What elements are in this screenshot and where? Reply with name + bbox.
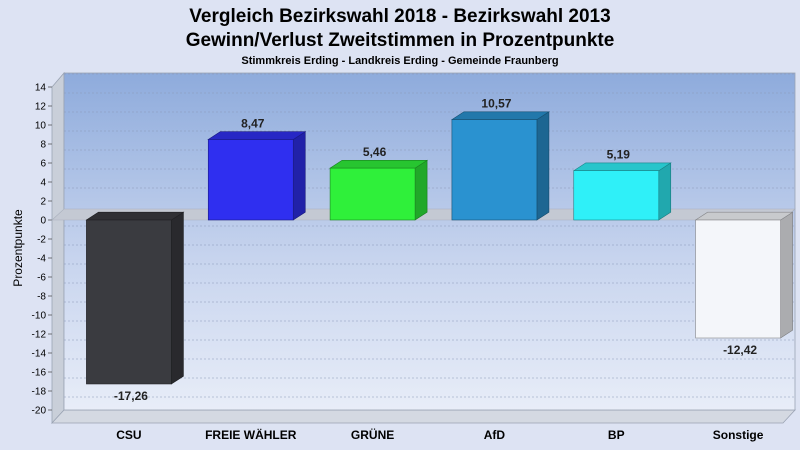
y-tick-label: 2 (40, 197, 46, 208)
y-tick-label: 12 (35, 102, 47, 113)
bar-value-label: 8,47 (241, 117, 265, 131)
y-tick-label: 4 (40, 178, 46, 189)
x-category-label: FREIE WÄHLER (205, 427, 297, 442)
bars-group: -17,26 8,47 5,46 10,57 5,19 -12,42 (85, 97, 794, 403)
x-axis-categories: CSU FREIE WÄHLER GRÜNE AfD BP Sonstige (116, 427, 764, 442)
y-axis-label: Prozentpunkte (11, 209, 25, 287)
bar-front (329, 167, 416, 221)
y-tick-label: -4 (37, 254, 46, 265)
bar-top (207, 131, 307, 140)
grid-lines (64, 73, 795, 398)
y-tick-label: -2 (37, 235, 46, 246)
bar-side (658, 162, 672, 221)
y-tick-label: -8 (37, 292, 46, 303)
bar-afd (450, 111, 550, 221)
y-axis-ticks: 14 12 10 8 6 4 2 0 -2 -4 -6 -8 -10 -12 -14 -16 -18 -20 (32, 83, 52, 417)
bar-front (573, 170, 660, 221)
bar-value-label: 10,57 (481, 97, 511, 111)
y-tick-label: 8 (40, 140, 46, 151)
chart-title: Vergleich Bezirkswahl 2018 - Bezirkswahl… (189, 6, 610, 27)
y-tick-label: -14 (32, 349, 47, 360)
bar-side (414, 159, 428, 221)
bar-front (451, 119, 538, 221)
bar-top (329, 160, 429, 169)
y-tick-label: -12 (32, 330, 47, 341)
y-tick-label: 10 (35, 121, 47, 132)
bar-value-label: -17,26 (114, 389, 148, 403)
bar-bp (572, 162, 672, 221)
chart-subtitle: Gewinn/Verlust Zweitstimmen in Prozentpu… (186, 30, 615, 51)
bar-top (85, 211, 185, 221)
bar-side (292, 131, 306, 221)
bar-front (207, 139, 294, 221)
y-tick-label: 14 (35, 83, 47, 94)
bar-side (536, 111, 550, 221)
y-tick-label: 0 (40, 216, 46, 227)
plot-side-wall (51, 71, 65, 425)
bar-top (572, 162, 672, 171)
x-category-label: AfD (484, 428, 506, 442)
bar-top (694, 211, 794, 221)
plot-floor (51, 409, 796, 424)
bar-side (780, 211, 793, 339)
y-tick-label: 6 (40, 159, 46, 170)
bar-value-label: -12,42 (723, 343, 757, 357)
bar-side (171, 211, 184, 385)
bar-sonstige (694, 211, 794, 339)
x-category-label: Sonstige (713, 428, 764, 442)
bar-front (86, 219, 172, 385)
y-tick-label: -16 (32, 368, 47, 379)
bar-value-label: 5,19 (607, 148, 631, 162)
x-category-label: BP (608, 428, 625, 442)
bar-grüne (329, 159, 429, 221)
x-category-label: GRÜNE (351, 427, 394, 442)
bar-freie-wähler (207, 131, 307, 221)
bar-value-label: 5,46 (363, 145, 387, 159)
y-tick-label: -6 (37, 273, 46, 284)
plot-background (63, 72, 796, 411)
y-tick-label: -18 (32, 387, 47, 398)
bar-csu (85, 211, 185, 385)
bar-front (695, 219, 781, 339)
chart-subsubtitle: Stimmkreis Erding - Landkreis Erding - G… (241, 55, 558, 67)
x-category-label: CSU (116, 428, 141, 442)
bar-top (450, 111, 550, 120)
y-tick-label: -10 (32, 311, 47, 322)
y-tick-label: -20 (32, 406, 47, 417)
